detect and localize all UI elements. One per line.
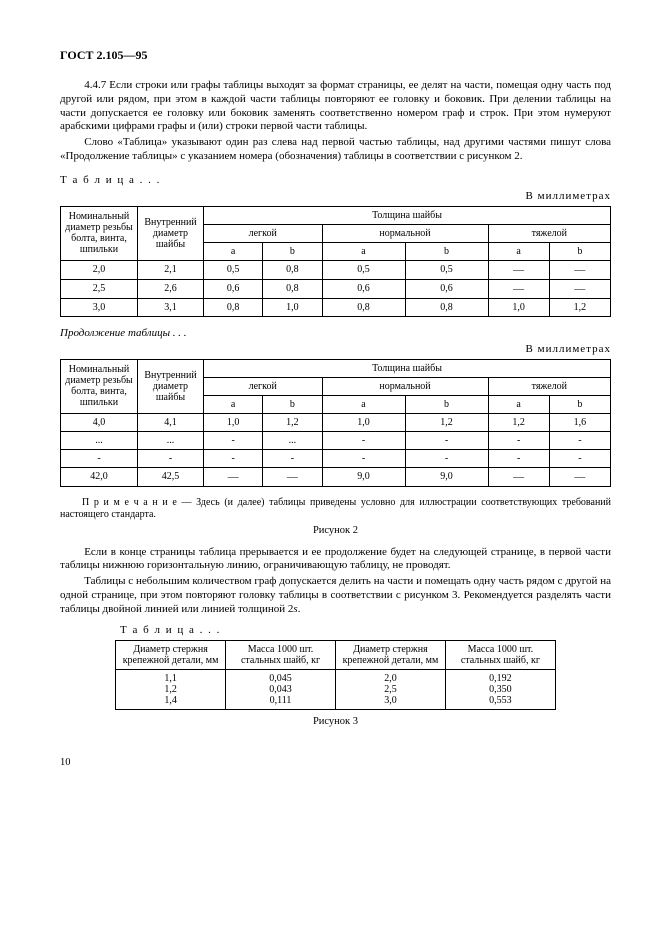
th-a: a xyxy=(488,395,549,413)
continuation-label: Продолжение таблицы . . . xyxy=(60,327,611,339)
t3-left-col1: 1,1 1,2 1,4 xyxy=(116,670,226,710)
paragraph-tablitsa: Слово «Таблица» указывают один раз слева… xyxy=(60,136,611,164)
th-heavy: тяжелой xyxy=(488,377,610,395)
th-a: a xyxy=(204,395,263,413)
th-normal: нормальной xyxy=(322,377,488,395)
table-row: 4,0 4,1 1,0 1,2 1,0 1,2 1,2 1,6 xyxy=(61,413,611,431)
t3-h2: Масса 1000 шт. стальных шайб, кг xyxy=(226,641,336,670)
th-col2: Внутренний диаметр шайбы xyxy=(138,359,204,413)
t3-right-col1: 2,0 2,5 3,0 xyxy=(335,670,445,710)
th-b: b xyxy=(549,242,610,260)
unit-note-1: В миллиметрах xyxy=(60,190,611,202)
th-b: b xyxy=(263,395,322,413)
table-label-3: Т а б л и ц а . . . xyxy=(120,624,611,636)
th-heavy: тяжелой xyxy=(488,224,610,242)
paragraph-3: Если в конце страницы таблица прерываетс… xyxy=(60,546,611,574)
figure-2-caption: Рисунок 2 xyxy=(60,525,611,536)
th-b: b xyxy=(263,242,322,260)
paragraph-4-4-7: 4.4.7 Если строки или графы таблицы выхо… xyxy=(60,79,611,134)
table-row: 2,5 2,6 0,6 0,8 0,6 0,6 — — xyxy=(61,279,611,298)
t3-h1: Диаметр стержня крепежной детали, мм xyxy=(116,641,226,670)
th-group: Толщина шайбы xyxy=(204,206,611,224)
table-row: ... ... - ... - - - - xyxy=(61,431,611,449)
figure-3-caption: Рисунок 3 xyxy=(60,716,611,727)
table-label-1: Т а б л и ц а . . . xyxy=(60,174,611,186)
document-page: ГОСТ 2.105—95 4.4.7 Если строки или граф… xyxy=(0,0,661,798)
table-row: 42,0 42,5 — — 9,0 9,0 — — xyxy=(61,467,611,486)
th-a: a xyxy=(322,242,405,260)
paragraph-4: Таблицы с небольшим количеством граф доп… xyxy=(60,575,611,616)
th-a: a xyxy=(204,242,263,260)
t3-left-col2: 0,045 0,043 0,111 xyxy=(226,670,336,710)
th-b: b xyxy=(405,242,488,260)
t3-h2b: Масса 1000 шт. стальных шайб, кг xyxy=(445,641,555,670)
th-col1: Номинальный диаметр резьбы болта, винта,… xyxy=(61,359,138,413)
th-group: Толщина шайбы xyxy=(204,359,611,377)
th-col1: Номинальный диаметр резьбы болта, винта,… xyxy=(61,206,138,260)
table-2: Номинальный диаметр резьбы болта, винта,… xyxy=(60,359,611,487)
page-number: 10 xyxy=(60,757,611,768)
th-b: b xyxy=(549,395,610,413)
standard-code: ГОСТ 2.105—95 xyxy=(60,48,611,63)
table-row: 3,0 3,1 0,8 1,0 0,8 0,8 1,0 1,2 xyxy=(61,298,611,316)
unit-note-2: В миллиметрах xyxy=(60,343,611,355)
note-paragraph: П р и м е ч а н и е — Здесь (и далее) та… xyxy=(60,497,611,521)
th-light: легкой xyxy=(204,224,323,242)
th-col2: Внутренний диаметр шайбы xyxy=(138,206,204,260)
th-b: b xyxy=(405,395,488,413)
table-row: - - - - - - - - xyxy=(61,449,611,467)
table-row: 2,0 2,1 0,5 0,8 0,5 0,5 — — xyxy=(61,260,611,279)
table-3: Диаметр стержня крепежной детали, мм Мас… xyxy=(115,640,556,710)
table-1: Номинальный диаметр резьбы болта, винта,… xyxy=(60,206,611,317)
table-row: 1,1 1,2 1,4 0,045 0,043 0,111 2,0 2,5 3,… xyxy=(116,670,556,710)
t3-h1b: Диаметр стержня крепежной детали, мм xyxy=(335,641,445,670)
th-a: a xyxy=(488,242,549,260)
t3-right-col2: 0,192 0,350 0,553 xyxy=(445,670,555,710)
th-a: a xyxy=(322,395,405,413)
th-normal: нормальной xyxy=(322,224,488,242)
th-light: легкой xyxy=(204,377,323,395)
